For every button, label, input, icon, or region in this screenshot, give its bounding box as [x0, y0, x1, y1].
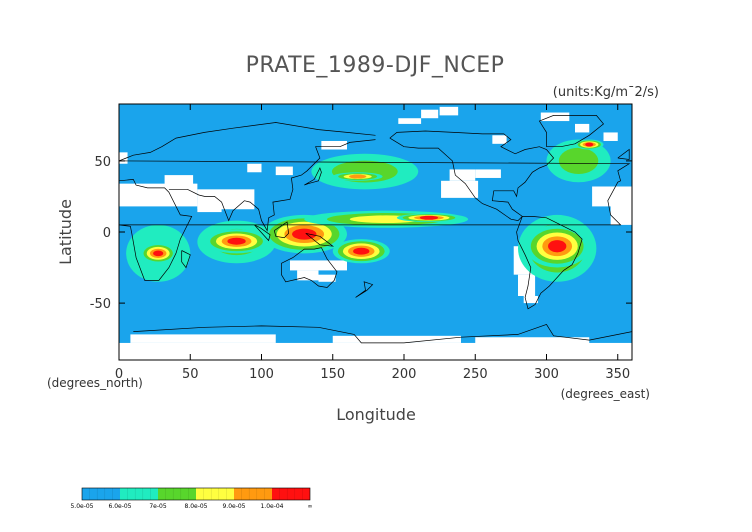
missing-cell — [321, 140, 347, 150]
colorbar-label: 9.0e-05 — [222, 503, 245, 510]
coastline — [254, 224, 271, 242]
missing-cell — [475, 169, 501, 178]
colorbar-label: 6.0e-05 — [108, 503, 131, 510]
missing-cell — [492, 135, 507, 144]
missing-cell — [119, 342, 632, 360]
missing-cell — [247, 163, 262, 173]
missing-cell — [441, 180, 479, 198]
x-tick-label: 250 — [463, 367, 488, 382]
colorbar-frame — [81, 487, 311, 501]
x-tick-label: 100 — [249, 367, 274, 382]
precip-region — [353, 247, 370, 255]
missing-cell — [332, 335, 461, 343]
x-tick-label: 0 — [115, 367, 123, 382]
y-axis-label: Latitude — [56, 199, 75, 265]
x-tick-label: 350 — [605, 367, 630, 382]
colorbar-segment — [234, 488, 272, 500]
missing-cell — [475, 337, 590, 346]
coastline — [168, 139, 376, 232]
coastline — [281, 247, 338, 288]
colorbar-label: 1.0e-04 — [260, 503, 283, 510]
precip-region — [548, 240, 567, 253]
coastline — [119, 122, 376, 162]
coastline — [304, 167, 322, 186]
colorbar-label: 5.0e-05 — [70, 503, 93, 510]
missing-cell — [523, 296, 538, 304]
colorbar: 5.0e-05 6.0e-05 7e-05 8.0e-05 9.0e-05 1.0e-04… — [70, 487, 313, 510]
y-tick-label: 50 — [94, 155, 111, 170]
colorbar-label: ∞ — [308, 503, 313, 510]
coastline — [355, 281, 374, 298]
precip-region — [153, 250, 164, 257]
missing-cell — [540, 112, 570, 122]
x-tick-label: 50 — [182, 367, 199, 382]
x-axis-ticks: 0 50 100 150 200 250 300 350 — [115, 104, 630, 382]
coastline — [273, 221, 289, 239]
missing-cell — [290, 260, 347, 271]
coastlines — [119, 115, 632, 344]
precip-region — [419, 215, 439, 220]
missing-cell — [439, 106, 459, 116]
missing-cell — [421, 109, 439, 119]
colorbar-segment — [272, 488, 310, 500]
coastline — [538, 115, 604, 148]
plot-area: 0 50 100 150 200 250 300 350 50 0 -50 — [90, 103, 633, 382]
missing-cell — [275, 166, 293, 176]
colorbar-segment — [82, 488, 120, 500]
y-tick-label: 0 — [103, 226, 111, 241]
chart-title: PRATE_1989-DJF_NCEP — [246, 53, 505, 78]
colorbar-segment — [196, 488, 234, 500]
x-unit-label: (degrees_east) — [561, 387, 650, 401]
missing-cell — [449, 169, 476, 181]
colorbar-label: 7e-05 — [149, 503, 166, 510]
coastline — [181, 250, 191, 269]
coastline — [617, 148, 630, 160]
x-tick-label: 150 — [320, 367, 345, 382]
precip-region — [349, 174, 367, 179]
missing-cell — [398, 118, 422, 124]
missing-cell — [297, 270, 319, 281]
y-tick-label: -50 — [90, 297, 111, 312]
missing-cell — [318, 274, 336, 282]
coastline — [133, 323, 632, 344]
missing-cell — [164, 175, 194, 190]
coastline — [389, 130, 555, 221]
precip-region — [227, 237, 246, 245]
missing-cell — [518, 274, 536, 296]
precipitation-field — [126, 139, 611, 282]
units-label: (units:Kg/m¯2/s) — [553, 85, 659, 100]
missing-cell — [130, 334, 276, 343]
missing-cell — [197, 203, 222, 213]
precip-region — [585, 142, 594, 147]
colorbar-segment — [120, 488, 158, 500]
colorbar-label: 8.0e-05 — [184, 503, 207, 510]
x-tick-label: 300 — [534, 367, 559, 382]
y-unit-label: (degrees_north) — [47, 376, 143, 390]
colorbar-segment — [158, 488, 196, 500]
x-tick-label: 200 — [392, 367, 417, 382]
coastline — [516, 216, 583, 310]
precip-region — [558, 147, 599, 175]
x-axis-label: Longitude — [336, 405, 416, 424]
precip-region — [292, 228, 317, 240]
coastline — [305, 233, 335, 247]
missing-cell — [603, 132, 618, 141]
missing-cell — [119, 152, 128, 164]
coastline — [119, 160, 631, 281]
missing-cell — [575, 123, 590, 133]
y-axis-ticks: 50 0 -50 — [90, 155, 632, 312]
missing-cell — [610, 200, 632, 225]
